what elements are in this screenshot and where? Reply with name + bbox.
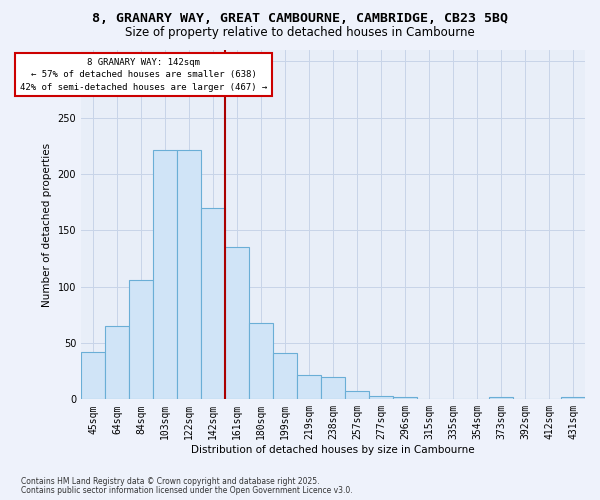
Bar <box>105 326 129 400</box>
Bar <box>489 397 513 400</box>
Text: 8, GRANARY WAY, GREAT CAMBOURNE, CAMBRIDGE, CB23 5BQ: 8, GRANARY WAY, GREAT CAMBOURNE, CAMBRID… <box>92 12 508 24</box>
Bar <box>201 208 225 400</box>
Bar <box>249 322 273 400</box>
Bar <box>561 397 585 400</box>
Text: Contains public sector information licensed under the Open Government Licence v3: Contains public sector information licen… <box>21 486 353 495</box>
Bar <box>129 280 153 400</box>
X-axis label: Distribution of detached houses by size in Cambourne: Distribution of detached houses by size … <box>191 445 475 455</box>
Bar <box>273 353 297 400</box>
Text: Contains HM Land Registry data © Crown copyright and database right 2025.: Contains HM Land Registry data © Crown c… <box>21 477 320 486</box>
Text: 8 GRANARY WAY: 142sqm
← 57% of detached houses are smaller (638)
42% of semi-det: 8 GRANARY WAY: 142sqm ← 57% of detached … <box>20 58 267 92</box>
Bar <box>393 397 417 400</box>
Y-axis label: Number of detached properties: Number of detached properties <box>42 142 52 306</box>
Bar <box>225 247 249 400</box>
Bar <box>345 392 369 400</box>
Bar <box>81 352 105 400</box>
Bar <box>369 396 393 400</box>
Bar <box>297 374 321 400</box>
Bar <box>153 150 177 400</box>
Bar <box>177 150 201 400</box>
Text: Size of property relative to detached houses in Cambourne: Size of property relative to detached ho… <box>125 26 475 39</box>
Bar <box>321 377 345 400</box>
